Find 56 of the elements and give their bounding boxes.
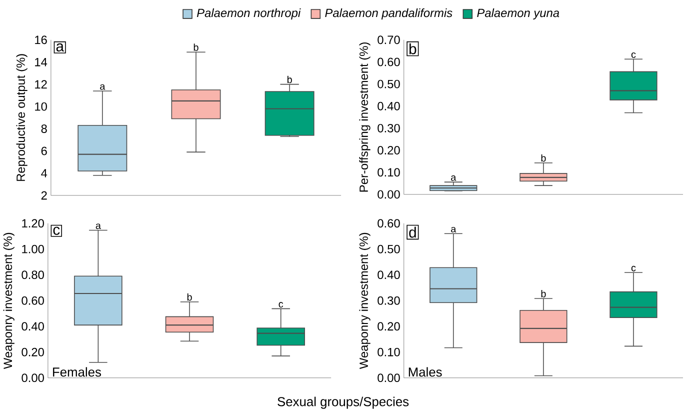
y-tick-label: 12 <box>35 80 47 89</box>
y-tick-label: 0.50 <box>378 80 400 88</box>
y-tick-label: 4 <box>41 169 48 178</box>
annotation: c <box>278 302 284 308</box>
y-tick-label: 16 <box>35 36 47 44</box>
y-tick-label: 0.10 <box>378 168 400 177</box>
y-tick-label: 1.20 <box>22 219 44 228</box>
y-tick-label: 0.20 <box>378 146 400 155</box>
annotation: b <box>287 76 292 84</box>
y-tick-label: 0.10 <box>378 348 400 356</box>
y-tick-label: 0.40 <box>378 102 400 110</box>
y-tick-label: 10 <box>35 102 47 111</box>
legend-label: Palaemon yuna <box>477 8 560 20</box>
annotation: a <box>100 84 106 90</box>
annotation: a <box>451 227 456 233</box>
y-tick-label: 0.20 <box>22 348 44 356</box>
chart-title: d <box>409 226 416 238</box>
y-tick-label: 0.60 <box>22 296 44 305</box>
y-tick-label: 0.70 <box>378 36 400 44</box>
y-tick-label: 6 <box>41 146 47 156</box>
y-tick-label: 0.50 <box>378 244 400 254</box>
annotation: a <box>96 224 101 230</box>
y-tick-label: 8 <box>41 124 47 134</box>
y-tick-label: 0.30 <box>378 124 400 133</box>
annotation: b <box>541 290 546 298</box>
annotation: b <box>541 154 546 162</box>
y-axis-title: Weaponry investment (%) <box>359 233 370 370</box>
annotation: c <box>631 266 636 272</box>
annotation: b <box>187 294 192 301</box>
y-tick-label: 2 <box>41 191 47 200</box>
y-tick-label: 0.60 <box>378 219 400 228</box>
y-tick-label: 14 <box>35 58 48 66</box>
x-axis-title: Sexual groups/Species <box>278 396 409 409</box>
y-axis-title: Per-offspring investment (%) <box>359 42 370 192</box>
y-axis-title: Reproductive output (%) <box>16 54 28 182</box>
chart-title: c <box>53 226 60 236</box>
annotation: b <box>194 44 198 52</box>
y-tick-label: 0.40 <box>378 270 400 280</box>
annotation: Males <box>408 367 442 377</box>
y-tick-label: 1.00 <box>22 244 44 254</box>
y-tick-label: 0.00 <box>22 374 44 382</box>
legend-label: Palaemon northropi <box>196 8 301 20</box>
chart-title: b <box>410 43 416 54</box>
y-tick-label: 0.30 <box>378 296 400 305</box>
y-tick-label: 0.80 <box>22 270 44 280</box>
legend-label: Palaemon pandaliformis <box>325 8 452 20</box>
y-tick-label: 0.00 <box>378 190 400 199</box>
y-tick-label: 0.40 <box>22 322 44 331</box>
annotation: Females <box>53 367 102 377</box>
annotation: c <box>631 52 636 58</box>
y-tick-label: 0.60 <box>378 58 400 66</box>
annotation: a <box>451 176 456 181</box>
chart-title: a <box>56 43 64 52</box>
y-axis-title: Weaponry investment (%) <box>3 233 14 370</box>
y-tick-label: 0.20 <box>378 322 400 331</box>
y-tick-label: 0.00 <box>378 374 400 382</box>
